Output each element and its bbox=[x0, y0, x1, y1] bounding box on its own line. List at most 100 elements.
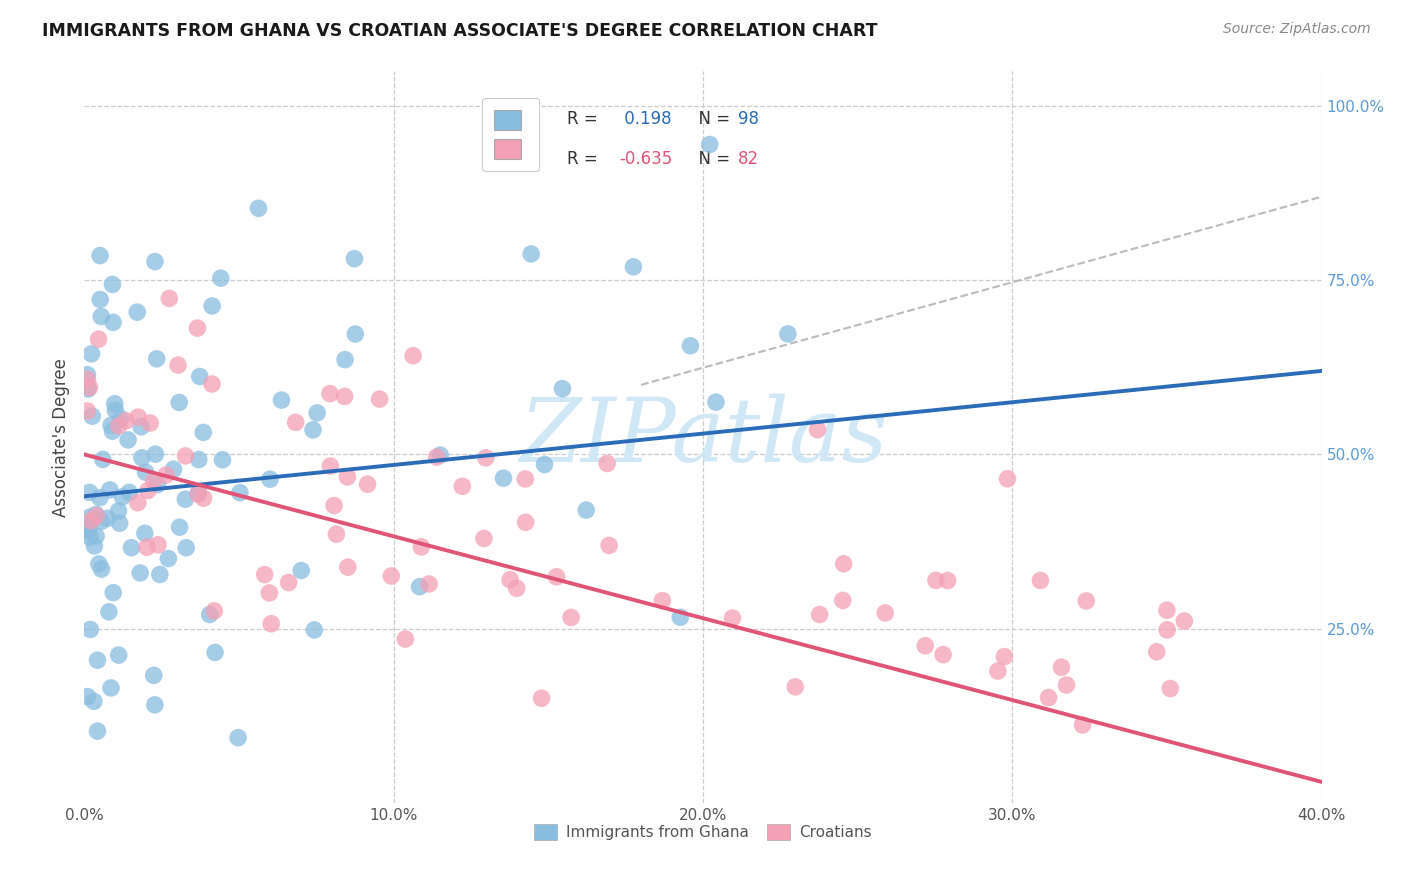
Point bbox=[198, 607, 221, 622]
Point bbox=[277, 575, 299, 590]
Point bbox=[89, 491, 111, 505]
Point bbox=[925, 574, 948, 588]
Text: IMMIGRANTS FROM GHANA VS CROATIAN ASSOCIATE'S DEGREE CORRELATION CHART: IMMIGRANTS FROM GHANA VS CROATIAN ASSOCI… bbox=[42, 22, 877, 40]
Point bbox=[932, 648, 955, 662]
Point bbox=[596, 457, 619, 471]
Point bbox=[259, 586, 281, 600]
Point bbox=[1038, 690, 1060, 705]
Point bbox=[1156, 623, 1178, 637]
Legend: Immigrants from Ghana, Croatians: Immigrants from Ghana, Croatians bbox=[527, 818, 879, 847]
Point bbox=[84, 529, 107, 543]
Point bbox=[143, 254, 166, 268]
Point bbox=[472, 532, 495, 546]
Point bbox=[201, 299, 224, 313]
Text: 0.198: 0.198 bbox=[619, 110, 672, 128]
Point bbox=[560, 610, 582, 624]
Point bbox=[145, 447, 167, 461]
Point bbox=[127, 496, 149, 510]
Point bbox=[76, 524, 98, 538]
Point bbox=[1029, 574, 1052, 588]
Point bbox=[89, 293, 111, 307]
Point bbox=[100, 681, 122, 695]
Point bbox=[914, 639, 936, 653]
Point bbox=[193, 491, 215, 506]
Point bbox=[533, 458, 555, 472]
Text: R =: R = bbox=[567, 150, 603, 168]
Text: N =: N = bbox=[688, 150, 735, 168]
Point bbox=[79, 380, 101, 394]
Point bbox=[136, 483, 159, 498]
Point bbox=[155, 468, 177, 483]
Point bbox=[131, 450, 153, 465]
Point bbox=[96, 511, 118, 525]
Point bbox=[79, 530, 101, 544]
Point bbox=[202, 604, 225, 618]
Point bbox=[209, 271, 232, 285]
Point bbox=[77, 518, 100, 533]
Point bbox=[127, 410, 149, 425]
Point bbox=[142, 668, 165, 682]
Point bbox=[107, 419, 129, 434]
Point bbox=[343, 252, 366, 266]
Point bbox=[146, 477, 169, 491]
Point bbox=[187, 452, 209, 467]
Point bbox=[368, 392, 391, 406]
Point bbox=[107, 504, 129, 518]
Point bbox=[319, 459, 342, 474]
Point bbox=[86, 508, 108, 523]
Point bbox=[1050, 660, 1073, 674]
Point bbox=[129, 566, 152, 580]
Point bbox=[259, 472, 281, 486]
Point bbox=[721, 611, 744, 625]
Point bbox=[551, 382, 574, 396]
Point bbox=[139, 416, 162, 430]
Y-axis label: Associate's Degree: Associate's Degree bbox=[52, 358, 70, 516]
Point bbox=[1076, 594, 1098, 608]
Point bbox=[80, 514, 103, 528]
Point bbox=[146, 538, 169, 552]
Point bbox=[704, 395, 727, 409]
Point bbox=[323, 499, 346, 513]
Point bbox=[187, 487, 209, 501]
Point bbox=[253, 567, 276, 582]
Point bbox=[247, 202, 270, 216]
Text: 82: 82 bbox=[738, 150, 759, 168]
Point bbox=[336, 470, 359, 484]
Point bbox=[115, 414, 138, 428]
Point bbox=[134, 526, 156, 541]
Point bbox=[204, 645, 226, 659]
Point bbox=[186, 321, 208, 335]
Text: 98: 98 bbox=[738, 110, 759, 128]
Point bbox=[333, 389, 356, 403]
Point bbox=[187, 486, 209, 500]
Point bbox=[546, 570, 568, 584]
Point bbox=[785, 680, 807, 694]
Point bbox=[100, 418, 122, 433]
Point bbox=[575, 503, 598, 517]
Point bbox=[76, 690, 98, 704]
Point bbox=[91, 452, 114, 467]
Text: -0.635: -0.635 bbox=[619, 150, 672, 168]
Point bbox=[1156, 603, 1178, 617]
Point bbox=[356, 477, 378, 491]
Point bbox=[90, 562, 112, 576]
Point bbox=[118, 485, 141, 500]
Point bbox=[149, 567, 172, 582]
Point bbox=[402, 349, 425, 363]
Point bbox=[304, 623, 326, 637]
Point bbox=[79, 510, 101, 524]
Point bbox=[418, 577, 440, 591]
Point bbox=[86, 653, 108, 667]
Point bbox=[79, 623, 101, 637]
Point bbox=[679, 339, 702, 353]
Point bbox=[229, 485, 252, 500]
Point bbox=[1071, 718, 1094, 732]
Point bbox=[169, 520, 191, 534]
Point bbox=[260, 616, 283, 631]
Point bbox=[143, 698, 166, 712]
Point bbox=[90, 514, 112, 528]
Point bbox=[598, 539, 620, 553]
Point bbox=[157, 551, 180, 566]
Point bbox=[83, 539, 105, 553]
Point bbox=[86, 724, 108, 739]
